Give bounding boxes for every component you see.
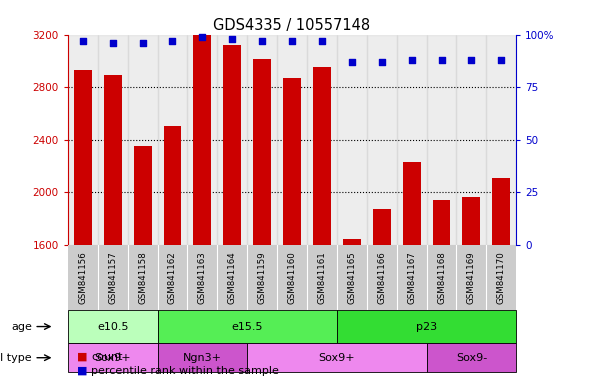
Text: Sox9-: Sox9- [456,353,487,363]
Text: GSM841156: GSM841156 [78,251,87,304]
Bar [343,239,361,245]
Text: count: count [91,352,123,362]
Text: cell type: cell type [0,353,32,363]
Bar [283,78,301,245]
Text: GSM841158: GSM841158 [138,251,147,304]
Point [108,40,117,46]
Text: GSM841164: GSM841164 [228,251,237,304]
Bar [396,35,427,245]
Bar [486,35,516,245]
Text: p23: p23 [416,321,437,331]
Bar [133,146,152,245]
Point [467,57,476,63]
Bar [223,45,241,245]
Bar [307,35,337,245]
Text: GSM841168: GSM841168 [437,251,446,304]
Bar [74,70,92,245]
Text: GSM841169: GSM841169 [467,251,476,304]
Bar [277,35,307,245]
Bar [457,35,486,245]
Bar [158,310,337,343]
Point [347,59,356,65]
Point [497,57,506,63]
Text: GSM841157: GSM841157 [108,251,117,304]
Text: Sox9+: Sox9+ [319,353,355,363]
Bar [104,75,122,245]
Bar [68,343,158,372]
Bar [337,35,367,245]
Bar [188,35,217,245]
Text: e10.5: e10.5 [97,321,129,331]
Text: GSM841159: GSM841159 [258,251,267,304]
Text: GSM841161: GSM841161 [317,251,326,304]
Bar [337,310,516,343]
Bar [463,197,480,245]
Bar [427,343,516,372]
Bar [373,209,391,245]
Bar [253,60,271,245]
Bar [313,67,331,245]
Text: GSM841160: GSM841160 [287,251,297,304]
Text: GSM841170: GSM841170 [497,251,506,304]
Bar [247,343,427,372]
Bar [432,200,451,245]
Bar [217,35,247,245]
Bar [194,35,211,245]
Text: e15.5: e15.5 [231,321,263,331]
Text: percentile rank within the sample: percentile rank within the sample [91,366,279,376]
Bar [247,35,277,245]
Bar [402,162,421,245]
Bar [492,178,510,245]
Point [228,36,237,42]
Bar [127,35,158,245]
Point [138,40,148,46]
Point [377,59,386,65]
Text: age: age [11,321,32,331]
Bar [163,126,182,245]
Bar [98,35,127,245]
Bar [68,35,98,245]
Bar [367,35,396,245]
Text: GSM841165: GSM841165 [348,251,356,304]
Bar [158,35,188,245]
Text: ■: ■ [77,352,87,362]
Text: Ngn3+: Ngn3+ [183,353,222,363]
Point [287,38,297,44]
Point [257,38,267,44]
Point [407,57,417,63]
Title: GDS4335 / 10557148: GDS4335 / 10557148 [214,18,371,33]
Text: GSM841163: GSM841163 [198,251,207,304]
Point [317,38,327,44]
Text: GSM841162: GSM841162 [168,251,177,304]
Text: Sox9+: Sox9+ [94,353,131,363]
Bar [427,35,457,245]
Bar [68,310,158,343]
Text: ■: ■ [77,366,87,376]
Point [168,38,177,44]
Text: GSM841167: GSM841167 [407,251,416,304]
Point [78,38,87,44]
Bar [158,343,247,372]
Point [198,33,207,40]
Text: GSM841166: GSM841166 [377,251,386,304]
Point [437,57,446,63]
